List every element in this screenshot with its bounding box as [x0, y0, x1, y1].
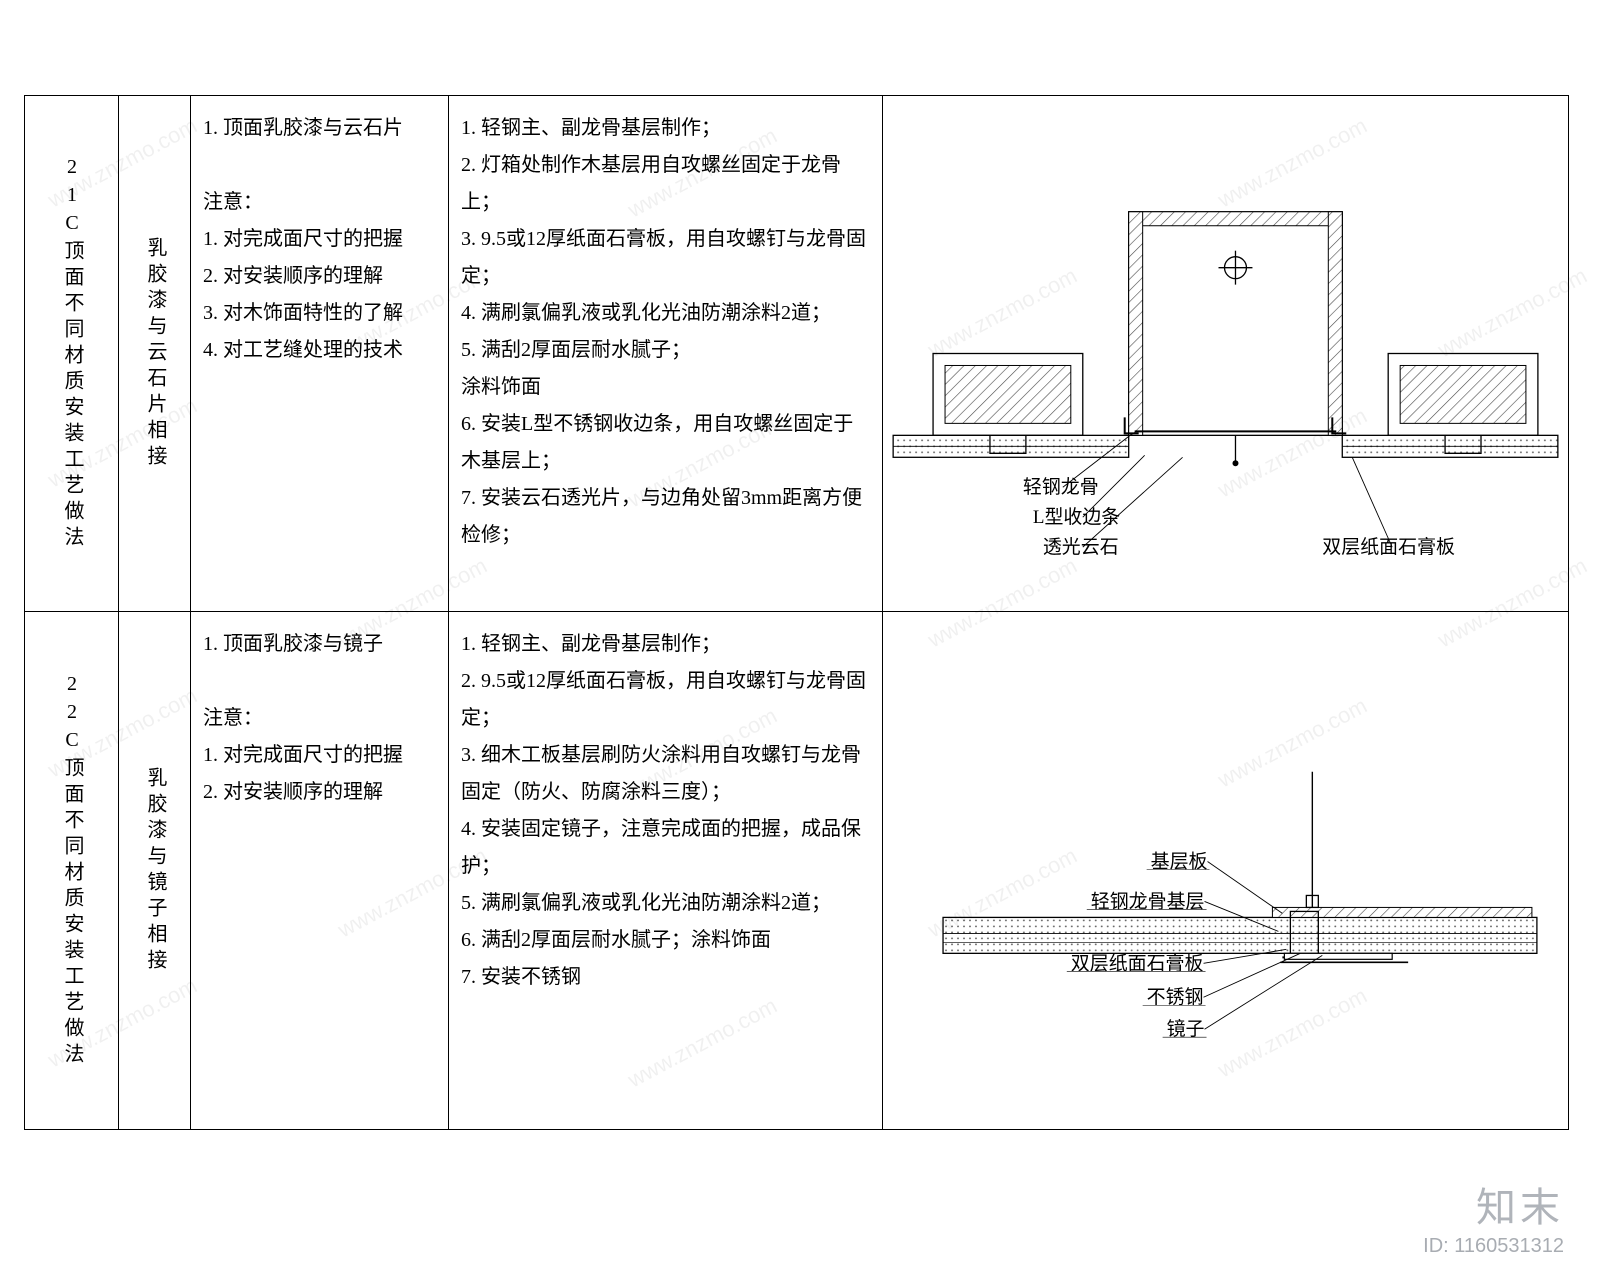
table-row: 22C顶面不同材质安装工艺做法乳胶漆与镜子相接1. 顶面乳胶漆与镜子注意：1. …: [25, 612, 1569, 1130]
step-line: 2. 9.5或12厚纸面石膏板，用自攻螺钉与龙骨固定；: [461, 663, 870, 737]
notes-cell: 1. 顶面乳胶漆与云石片注意：1. 对完成面尺寸的把握2. 对安装顺序的理解3.…: [191, 96, 449, 612]
note-line: 1. 对完成面尺寸的把握: [203, 221, 436, 258]
step-line: 5. 满刷氯偏乳液或乳化光油防潮涂料2道；: [461, 885, 870, 922]
diagram-cell: 基层板轻钢龙骨基层双层纸面石膏板不锈钢镜子: [883, 612, 1569, 1130]
step-line: 6. 安装L型不锈钢收边条，用自攻螺丝固定于木基层上；: [461, 406, 870, 480]
step-line: 7. 安装不锈钢: [461, 959, 870, 996]
footer-brand: 知末 ID: 1160531312: [1423, 1175, 1564, 1258]
steps-cell: 1. 轻钢主、副龙骨基层制作；2. 灯箱处制作木基层用自攻螺丝固定于龙骨上；3.…: [449, 96, 883, 612]
section-diagram: 轻钢龙骨L型收边条透光云石双层纸面石膏板: [883, 96, 1568, 611]
steps-cell: 1. 轻钢主、副龙骨基层制作；2. 9.5或12厚纸面石膏板，用自攻螺钉与龙骨固…: [449, 612, 883, 1130]
step-line: 4. 满刷氯偏乳液或乳化光油防潮涂料2道；: [461, 295, 870, 332]
note-line: 2. 对安装顺序的理解: [203, 258, 436, 295]
notes-cell: 1. 顶面乳胶漆与镜子注意：1. 对完成面尺寸的把握2. 对安装顺序的理解: [191, 612, 449, 1130]
row-code-title: 22C顶面不同材质安装工艺做法: [25, 612, 119, 1130]
step-line: 1. 轻钢主、副龙骨基层制作；: [461, 110, 870, 147]
step-line: 4. 安装固定镜子，注意完成面的把握，成品保护；: [461, 811, 870, 885]
note-line: 3. 对木饰面特性的了解: [203, 295, 436, 332]
note-line: 1. 顶面乳胶漆与镜子: [203, 626, 436, 663]
step-line: 5. 满刮2厚面层耐水腻子；: [461, 332, 870, 369]
section-diagram: 基层板轻钢龙骨基层双层纸面石膏板不锈钢镜子: [883, 612, 1568, 1129]
diagram-label: 双层纸面石膏板: [1071, 951, 1204, 974]
vertical-subtitle: 乳胶漆与云石片相接: [123, 112, 186, 595]
table-row: 21C顶面不同材质安装工艺做法乳胶漆与云石片相接1. 顶面乳胶漆与云石片注意：1…: [25, 96, 1569, 612]
note-line: 4. 对工艺缝处理的技术: [203, 332, 436, 369]
note-line: 1. 对完成面尺寸的把握: [203, 737, 436, 774]
step-line: 3. 9.5或12厚纸面石膏板，用自攻螺钉与龙骨固定；: [461, 221, 870, 295]
vertical-title: 22C顶面不同材质安装工艺做法: [29, 628, 114, 1113]
diagram-label: 透光云石: [1043, 536, 1119, 558]
vertical-title: 21C顶面不同材质安装工艺做法: [29, 112, 114, 595]
step-line: 7. 安装云石透光片，与边角处留3mm距离方便检修；: [461, 480, 870, 554]
vertical-subtitle: 乳胶漆与镜子相接: [123, 628, 186, 1113]
note-line: 1. 顶面乳胶漆与云石片: [203, 110, 436, 147]
note-line: 注意：: [203, 184, 436, 221]
step-line: 2. 灯箱处制作木基层用自攻螺丝固定于龙骨上；: [461, 147, 870, 221]
note-line: 注意：: [203, 700, 436, 737]
step-line: 1. 轻钢主、副龙骨基层制作；: [461, 626, 870, 663]
diagram-label: 双层纸面石膏板: [1322, 535, 1455, 558]
row-subtitle: 乳胶漆与云石片相接: [119, 96, 191, 612]
step-line: 6. 满刮2厚面层耐水腻子；涂料饰面: [461, 922, 870, 959]
row-subtitle: 乳胶漆与镜子相接: [119, 612, 191, 1130]
row-code-title: 21C顶面不同材质安装工艺做法: [25, 96, 119, 612]
spec-table: 21C顶面不同材质安装工艺做法乳胶漆与云石片相接1. 顶面乳胶漆与云石片注意：1…: [24, 95, 1569, 1130]
brand-id: ID: 1160531312: [1423, 1235, 1564, 1258]
brand-text: 知末: [1423, 1175, 1564, 1233]
diagram-label: 轻钢龙骨: [1023, 476, 1099, 498]
note-line: 2. 对安装顺序的理解: [203, 774, 436, 811]
step-line: 3. 细木工板基层刷防火涂料用自攻螺钉与龙骨固定（防火、防腐涂料三度）；: [461, 737, 870, 811]
step-line: 涂料饰面: [461, 369, 870, 406]
diagram-cell: 轻钢龙骨L型收边条透光云石双层纸面石膏板: [883, 96, 1569, 612]
